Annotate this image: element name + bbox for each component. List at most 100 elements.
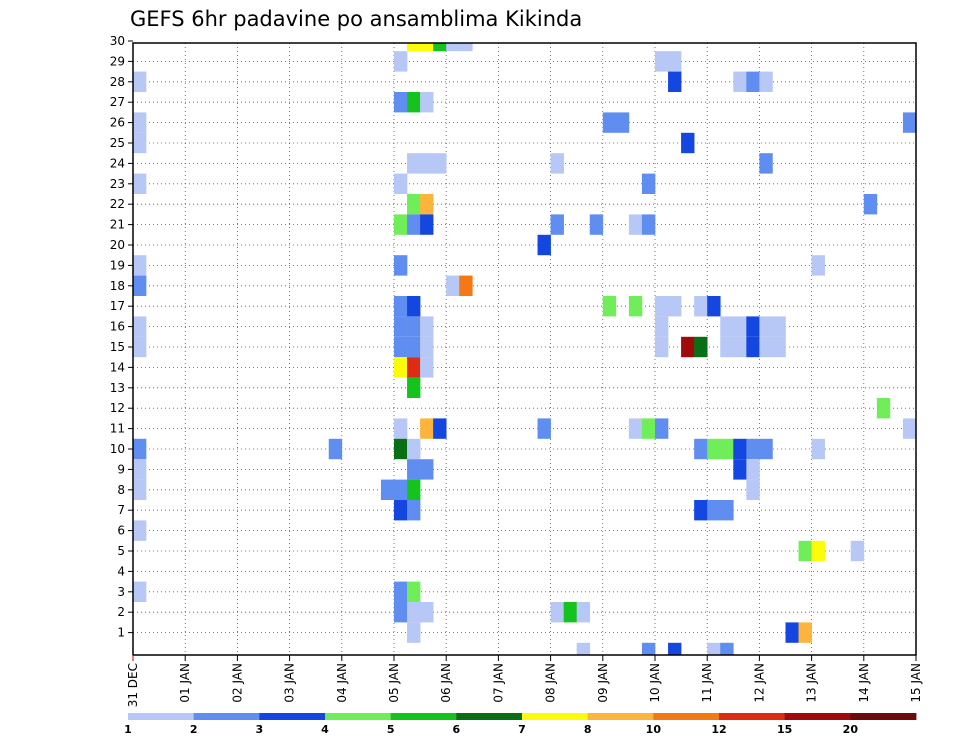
heat-cell bbox=[420, 336, 434, 358]
heat-cell bbox=[420, 214, 434, 235]
y-tick-label: 27 bbox=[110, 95, 125, 109]
chart-title: GEFS 6hr padavine po ansamblima Kikinda bbox=[130, 7, 582, 31]
y-tick-label: 8 bbox=[117, 483, 125, 497]
heat-cell bbox=[720, 336, 734, 358]
heat-cell bbox=[694, 296, 708, 317]
heat-cell bbox=[615, 112, 630, 133]
heat-cell bbox=[759, 153, 773, 174]
heat-cell bbox=[746, 459, 760, 480]
heat-cell bbox=[668, 296, 682, 317]
heat-cell bbox=[133, 275, 147, 296]
heat-cell bbox=[628, 296, 643, 317]
y-tick-label: 15 bbox=[110, 340, 125, 354]
x-tick-label: 07 JAN bbox=[491, 663, 505, 703]
heat-cell bbox=[407, 43, 421, 52]
x-tick-label: 11 JAN bbox=[700, 663, 714, 703]
heat-cell bbox=[420, 43, 434, 52]
heat-cell bbox=[133, 255, 147, 276]
heat-cell bbox=[420, 153, 434, 174]
x-tick-label: 02 JAN bbox=[230, 663, 244, 703]
plot-frame bbox=[132, 42, 917, 656]
heat-cell bbox=[746, 438, 760, 460]
heat-cell bbox=[798, 540, 812, 562]
grid-lines bbox=[133, 43, 916, 655]
colorbar-swatch bbox=[522, 713, 589, 720]
x-tick-label: 08 JAN bbox=[544, 663, 558, 703]
y-tick-label: 19 bbox=[110, 258, 125, 272]
y-tick-label: 24 bbox=[110, 156, 125, 170]
heat-cell bbox=[407, 296, 421, 317]
x-tick-label: 01 JAN bbox=[178, 663, 192, 703]
heat-cell bbox=[407, 194, 421, 215]
colorbar-label: 7 bbox=[518, 723, 526, 736]
colorbar-label: 2 bbox=[190, 723, 198, 736]
y-tick-label: 2 bbox=[117, 605, 125, 619]
heat-cell bbox=[407, 214, 421, 235]
heat-cell bbox=[133, 132, 147, 154]
colorbar-label: 3 bbox=[256, 723, 264, 736]
heat-cell bbox=[811, 255, 825, 276]
x-axis: 31 DEC 01 JAN 02 JAN 03 JAN 04 JAN 05 JAN 06 J… bbox=[126, 655, 923, 707]
heat-cell bbox=[407, 153, 421, 174]
heat-cell bbox=[420, 459, 434, 480]
heat-cell bbox=[720, 500, 734, 521]
colorbar-swatch bbox=[325, 713, 392, 720]
heat-cell bbox=[733, 71, 747, 92]
y-tick-label: 17 bbox=[110, 299, 125, 313]
y-tick-label: 29 bbox=[110, 54, 125, 68]
colorbar-label: 20 bbox=[843, 723, 859, 736]
heat-cell bbox=[133, 336, 147, 358]
heat-cell bbox=[694, 500, 708, 521]
heat-cell bbox=[133, 581, 147, 602]
colorbar-swatch bbox=[390, 713, 457, 720]
y-tick-label: 22 bbox=[110, 197, 125, 211]
heat-cell bbox=[380, 479, 395, 500]
heat-cell bbox=[850, 540, 865, 562]
colorbar-swatch bbox=[850, 713, 917, 720]
y-tick-label: 9 bbox=[117, 462, 125, 476]
colorbar-label: 6 bbox=[453, 723, 461, 736]
heat-cell bbox=[537, 418, 551, 439]
colorbar-label: 10 bbox=[646, 723, 662, 736]
y-tick-label: 14 bbox=[110, 360, 125, 374]
y-tick-label: 7 bbox=[117, 503, 125, 517]
data-cells bbox=[133, 43, 917, 655]
x-tick-label: 14 JAN bbox=[857, 663, 871, 703]
heat-cell bbox=[407, 438, 421, 460]
y-tick-label: 23 bbox=[110, 177, 125, 191]
heat-cell bbox=[394, 438, 408, 460]
heat-cell bbox=[759, 316, 773, 337]
colorbar-label: 15 bbox=[777, 723, 792, 736]
y-tick-label: 18 bbox=[110, 279, 125, 293]
heat-cell bbox=[602, 112, 617, 133]
heat-cell bbox=[394, 316, 408, 337]
y-tick-label: 12 bbox=[110, 401, 125, 415]
heat-cell bbox=[576, 642, 591, 655]
colorbar-swatch bbox=[259, 713, 326, 720]
heat-cell bbox=[746, 71, 760, 92]
heat-cell bbox=[863, 194, 878, 215]
x-tick-label: 31 DEC bbox=[126, 663, 140, 707]
colorbar-label: 1 bbox=[124, 723, 132, 736]
heat-cell bbox=[433, 43, 447, 52]
heat-cell bbox=[407, 92, 421, 113]
heat-cell bbox=[628, 418, 643, 439]
heat-cell bbox=[746, 316, 760, 337]
heat-cell bbox=[550, 602, 564, 623]
heat-cell bbox=[133, 459, 147, 480]
heat-cell bbox=[394, 255, 408, 276]
heat-cell bbox=[133, 112, 147, 133]
heat-cell bbox=[394, 51, 408, 72]
heat-cell bbox=[420, 194, 434, 215]
colorbar-swatch bbox=[587, 713, 654, 720]
heat-cell bbox=[707, 500, 721, 521]
heat-cell bbox=[811, 438, 825, 460]
heat-cell bbox=[798, 622, 812, 643]
heat-cell bbox=[133, 316, 147, 337]
heat-cell bbox=[902, 418, 917, 439]
y-tick-label: 30 bbox=[110, 34, 125, 48]
heat-cell bbox=[328, 438, 343, 460]
heat-cell bbox=[746, 479, 760, 500]
heat-cell bbox=[394, 296, 408, 317]
heat-cell bbox=[459, 275, 473, 296]
